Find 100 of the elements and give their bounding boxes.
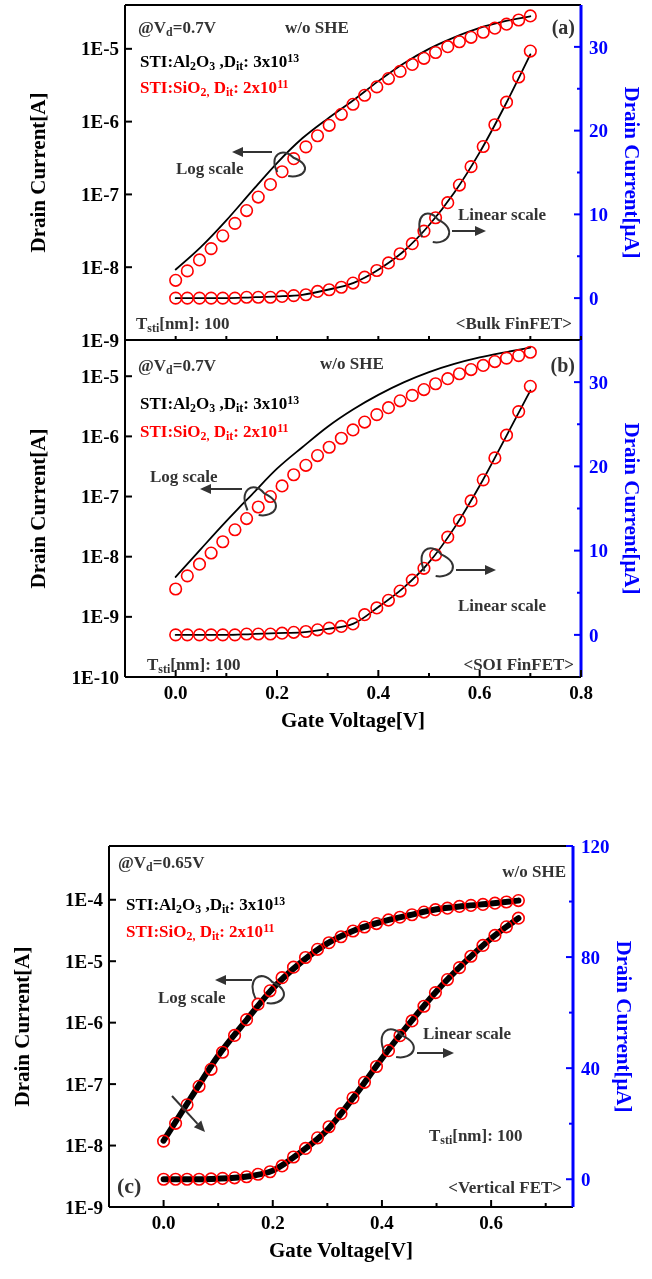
point bbox=[511, 894, 525, 908]
annotation: <SOI FinFET> bbox=[463, 655, 574, 674]
annotation: Linear scale bbox=[423, 1024, 512, 1043]
annotation: Log scale bbox=[176, 159, 244, 178]
point bbox=[499, 351, 514, 365]
y-tick-label: 1E-8 bbox=[81, 256, 119, 278]
annotation: (a) bbox=[551, 16, 575, 39]
point bbox=[298, 950, 313, 965]
point bbox=[251, 190, 265, 204]
x-axis-title: Gate Voltage[V] bbox=[268, 1238, 414, 1262]
x-tick-label: 0.0 bbox=[163, 682, 188, 703]
y2-tick-label: 20 bbox=[589, 120, 608, 142]
point bbox=[334, 107, 348, 121]
point bbox=[334, 930, 348, 944]
point bbox=[523, 345, 537, 359]
point bbox=[275, 479, 289, 493]
annotation: w/o SHE bbox=[502, 862, 566, 881]
y2-tick-label: 10 bbox=[589, 540, 608, 562]
point bbox=[263, 177, 277, 192]
annotation: w/o SHE bbox=[320, 354, 384, 373]
point bbox=[299, 458, 313, 472]
y2-axis-title: Drain Current[μA] bbox=[620, 86, 644, 259]
point bbox=[240, 512, 254, 526]
point bbox=[440, 901, 455, 915]
annotation: T$_{sti}$[nm]: 100 bbox=[147, 655, 241, 676]
y2-tick-label: 30 bbox=[589, 36, 608, 58]
y-tick-label: 1E-4 bbox=[65, 889, 104, 911]
x-tick-label: 0.8 bbox=[569, 682, 593, 703]
annotation: (c) bbox=[117, 1173, 142, 1198]
point bbox=[192, 557, 207, 571]
annotation: @V$_{d}$=0.7V bbox=[138, 18, 217, 39]
x-tick-label: 0.0 bbox=[151, 1212, 176, 1233]
point bbox=[228, 523, 242, 537]
point bbox=[381, 72, 396, 86]
point bbox=[452, 899, 467, 913]
point bbox=[157, 1134, 171, 1148]
point bbox=[512, 349, 526, 363]
text: STI:SiO$_{2,}$ D$_{it}$: 2x10$^{11}$ bbox=[140, 77, 289, 99]
point bbox=[476, 25, 490, 39]
text: STI:Al$_{2}$O$_{3}$ ,D$_{it}$: 3x10$^{13}$ bbox=[126, 894, 286, 916]
point bbox=[322, 118, 336, 132]
point bbox=[512, 13, 526, 27]
point bbox=[464, 363, 478, 377]
y2-tick-label: 120 bbox=[581, 835, 610, 857]
y2-tick-label: 80 bbox=[581, 946, 600, 968]
point bbox=[310, 448, 325, 463]
point bbox=[358, 88, 372, 102]
point bbox=[370, 408, 384, 422]
point bbox=[215, 1045, 230, 1059]
y2-axis-title: Drain Current[μA] bbox=[612, 940, 636, 1113]
series-label: STI:SiO$_{2,}$ D$_{it}$: 2x10$^{11}$ bbox=[140, 421, 289, 443]
annotation: T$_{sti}$[nm]: 100 bbox=[429, 1126, 523, 1147]
y2-tick-label: 20 bbox=[589, 456, 608, 478]
y2-tick-label: 0 bbox=[589, 624, 599, 646]
point bbox=[499, 17, 514, 31]
point bbox=[405, 388, 419, 402]
y-tick-label: 1E-5 bbox=[65, 950, 103, 972]
annotation: w/o SHE bbox=[285, 18, 349, 37]
x-tick-label: 0.6 bbox=[479, 1212, 503, 1233]
point bbox=[393, 64, 407, 78]
point bbox=[192, 253, 207, 267]
y-tick-label: 1E-8 bbox=[81, 546, 119, 568]
point bbox=[275, 165, 289, 179]
point bbox=[476, 897, 490, 911]
point bbox=[239, 1013, 254, 1027]
point bbox=[192, 1079, 206, 1093]
point bbox=[251, 997, 265, 1011]
point bbox=[204, 546, 218, 560]
point bbox=[286, 960, 301, 974]
annotation: @V$_{d}$=0.65V bbox=[118, 853, 206, 874]
point bbox=[464, 898, 478, 912]
point bbox=[169, 1116, 183, 1130]
point bbox=[180, 569, 194, 583]
annotation: @V$_{d}$=0.7V bbox=[138, 356, 217, 377]
y-tick-label: 1E-6 bbox=[81, 426, 119, 448]
point bbox=[358, 415, 372, 429]
y2-tick-label: 0 bbox=[589, 287, 599, 309]
x-tick-label: 0.4 bbox=[370, 1212, 395, 1233]
x-tick-label: 0.2 bbox=[265, 682, 289, 703]
point bbox=[169, 273, 183, 287]
point bbox=[488, 21, 502, 35]
point bbox=[275, 971, 289, 985]
y-tick-label: 1E-7 bbox=[81, 184, 120, 206]
point bbox=[452, 367, 466, 381]
point bbox=[488, 355, 502, 369]
y-tick-label: 1E-8 bbox=[65, 1135, 103, 1157]
point bbox=[310, 942, 325, 956]
annotation: Log scale bbox=[158, 988, 226, 1007]
point bbox=[346, 423, 360, 437]
text: STI:Al$_{2}$O$_{3}$ ,D$_{it}$: 3x10$^{13}$ bbox=[140, 51, 300, 73]
point bbox=[488, 896, 502, 910]
series-label: STI:SiO$_{2,}$ D$_{it}$: 2x10$^{11}$ bbox=[126, 921, 275, 943]
annotation: (b) bbox=[550, 354, 575, 377]
point bbox=[180, 264, 194, 278]
point bbox=[346, 97, 360, 111]
y2-axis-title: Drain Current[μA] bbox=[620, 422, 644, 595]
point bbox=[322, 440, 336, 454]
y-tick-label: 1E-10 bbox=[71, 666, 119, 688]
point bbox=[334, 431, 348, 445]
point bbox=[417, 51, 431, 65]
